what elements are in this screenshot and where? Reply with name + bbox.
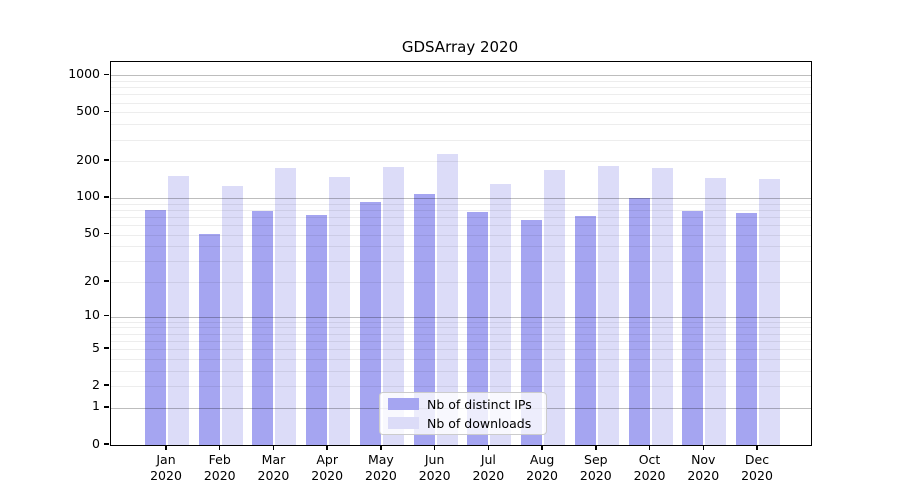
y-tick [104, 406, 109, 408]
bar-distinct-ips-nov [682, 211, 704, 445]
bar-distinct-ips-aug [521, 219, 543, 445]
bar-distinct-ips-feb [198, 233, 220, 445]
bar-downloads-may [382, 166, 404, 445]
minor-gridline [111, 124, 811, 126]
bar-distinct-ips-sep [574, 216, 596, 445]
y-tick-label: 100 [76, 188, 100, 204]
legend-swatch-downloads [388, 417, 419, 429]
y-tick-label: 2 [92, 376, 100, 392]
bar-distinct-ips-jul [467, 211, 489, 445]
bar-downloads-jul [490, 184, 512, 445]
x-tick [541, 445, 543, 450]
x-tick-label: Dec 2020 [741, 452, 773, 483]
y-tick-label: 500 [76, 102, 100, 118]
y-tick [104, 347, 109, 349]
x-tick [487, 445, 490, 450]
bar-distinct-ips-jun [413, 194, 435, 445]
bar-downloads-jun [436, 153, 458, 445]
bar-downloads-nov [705, 177, 727, 445]
bar-downloads-aug [544, 170, 566, 445]
chart-title: GDSArray 2020 [401, 38, 519, 56]
bar-downloads-oct [651, 167, 673, 445]
x-tick-label: Jul 2020 [472, 452, 505, 483]
x-tick [595, 445, 597, 450]
x-tick-label: Apr 2020 [311, 452, 344, 483]
x-tick-label: Jan 2020 [150, 452, 182, 483]
y-tick [104, 314, 109, 317]
x-tick [219, 445, 221, 450]
x-tick [648, 445, 651, 450]
y-tick [104, 280, 109, 282]
minor-gridline [111, 80, 811, 82]
y-tick-label: 10 [84, 307, 100, 323]
y-tick-label: 0 [92, 435, 100, 451]
minor-gridline [111, 102, 811, 104]
minor-gridline [111, 112, 811, 114]
bar-downloads-jan [168, 176, 189, 445]
major-gridline [111, 75, 811, 77]
bar-downloads-dec [759, 179, 780, 445]
y-tick [104, 196, 109, 198]
bar-distinct-ips-apr [306, 214, 328, 445]
x-tick [380, 445, 382, 450]
bar-downloads-apr [329, 176, 351, 445]
y-tick-label: 1 [92, 398, 100, 414]
x-tick-label: Jun 2020 [418, 452, 451, 483]
y-tick-label: 20 [84, 272, 100, 288]
legend-swatch-distinct-ips [388, 398, 419, 410]
minor-gridline [111, 87, 811, 89]
legend-label-downloads: Nb of downloads [427, 415, 532, 431]
x-tick [272, 445, 275, 450]
minor-gridline [111, 139, 811, 141]
bar-downloads-mar [275, 167, 297, 445]
plot-area [110, 61, 812, 446]
x-tick-label: Mar 2020 [257, 452, 290, 483]
bar-distinct-ips-mar [252, 211, 274, 445]
x-tick-label: Nov 2020 [687, 452, 720, 483]
y-tick-label: 1000 [68, 65, 100, 81]
legend: Nb of distinct IPs Nb of downloads [379, 392, 547, 435]
y-tick [104, 232, 109, 235]
bar-distinct-ips-dec [736, 212, 757, 445]
legend-item-downloads: Nb of downloads [388, 416, 538, 431]
y-tick-label: 50 [84, 225, 100, 241]
minor-gridline [111, 94, 811, 96]
x-tick-label: Sep 2020 [579, 452, 612, 483]
y-tick-label: 200 [76, 151, 100, 167]
x-tick-label: Oct 2020 [633, 452, 666, 483]
y-tick [104, 384, 109, 386]
minor-gridline [111, 161, 811, 163]
x-tick [756, 445, 758, 450]
x-tick [165, 445, 167, 450]
bar-distinct-ips-oct [628, 197, 650, 445]
x-tick [433, 445, 436, 450]
bar-distinct-ips-jan [145, 209, 166, 445]
bar-downloads-sep [597, 166, 619, 445]
x-tick [326, 445, 328, 450]
y-tick-label: 5 [92, 339, 100, 355]
y-tick [104, 159, 109, 161]
legend-label-distinct-ips: Nb of distinct IPs [427, 396, 532, 412]
x-tick-label: Feb 2020 [203, 452, 236, 483]
x-tick-label: May 2020 [365, 452, 397, 483]
legend-item-distinct-ips: Nb of distinct IPs [388, 397, 538, 412]
x-tick [702, 445, 704, 450]
y-tick [104, 110, 109, 112]
bar-distinct-ips-may [359, 201, 381, 445]
y-tick [104, 443, 109, 445]
bar-downloads-feb [221, 186, 243, 445]
x-tick-label: Aug 2020 [526, 452, 558, 483]
y-tick [104, 73, 109, 75]
